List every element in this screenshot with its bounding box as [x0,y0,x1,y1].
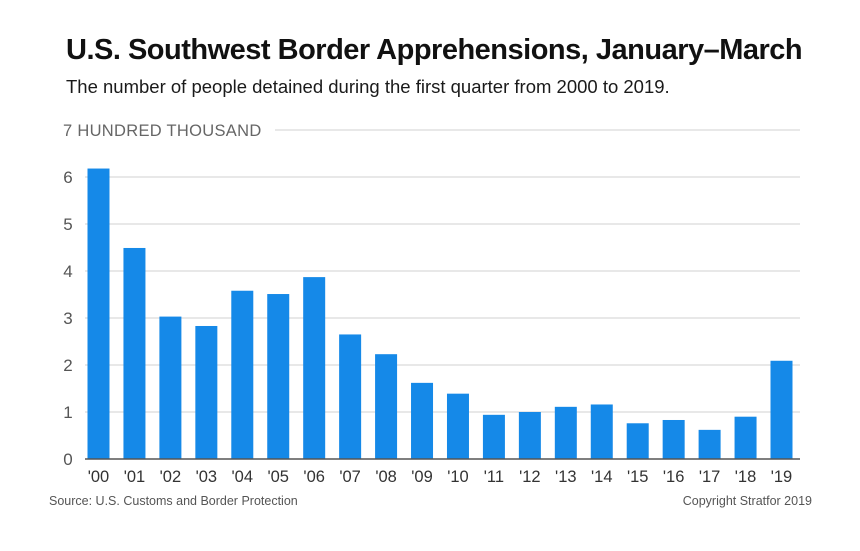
bar [662,419,685,459]
bar [267,294,290,459]
chart-title: U.S. Southwest Border Apprehensions, Jan… [66,34,803,66]
x-axis-ticks: '00 '01 '02 '03 '04 '05 '06 '07 '08 '09 '10 '11 '12 '… [88,468,793,486]
gridlines [85,129,800,413]
bar [303,277,326,459]
y-tick-label: 6 [63,168,72,187]
copyright-note: Copyright Stratfor 2019 [682,494,812,508]
x-tick-label: '10 [447,468,469,486]
chart-subtitle: The number of people detained during the… [66,76,670,97]
source-note: Source: U.S. Customs and Border Protecti… [49,494,298,508]
bar [518,412,541,459]
y-axis-ticks: 7 HUNDRED THOUSAND 0 1 2 3 4 5 6 [63,122,262,469]
bar [590,404,613,459]
x-tick-label: '09 [411,468,433,486]
x-tick-label: '01 [124,468,146,486]
x-tick-label: '15 [627,468,649,486]
bar [123,247,146,459]
x-tick-label: '18 [735,468,757,486]
x-tick-label: '02 [160,468,182,486]
x-tick-label: '14 [591,468,613,486]
x-tick-label: '11 [484,468,504,486]
bar [482,414,505,459]
y-tick-label: 3 [63,309,72,328]
x-tick-label: '12 [519,468,541,486]
bar [339,334,362,459]
bar [231,290,254,459]
x-tick-label: '17 [699,468,721,486]
x-tick-label: '00 [88,468,110,486]
x-tick-label: '16 [663,468,685,486]
x-tick-label: '07 [339,468,361,486]
bar [734,416,757,459]
y-tick-label: 0 [63,450,72,469]
bar [87,168,110,460]
x-tick-label: '04 [232,468,254,486]
bar [698,429,721,459]
x-tick-label: '13 [555,468,577,486]
y-tick-label: 1 [63,403,72,422]
y-tick-label: 4 [63,262,72,281]
bar [159,316,182,459]
x-tick-label: '06 [303,468,325,486]
y-tick-label: 2 [63,356,72,375]
bar [195,325,218,459]
y-tick-label: 5 [63,215,72,234]
bar [446,393,469,459]
bar [626,423,649,459]
bar [375,354,398,459]
y-axis-unit-label: 7 HUNDRED THOUSAND [63,122,262,140]
bar [770,360,793,459]
x-tick-label: '08 [375,468,397,486]
bars [87,168,793,460]
x-tick-label: '05 [267,468,289,486]
x-tick-label: '03 [196,468,218,486]
x-tick-label: '19 [771,468,793,486]
bar [411,382,434,459]
bar [554,406,577,459]
